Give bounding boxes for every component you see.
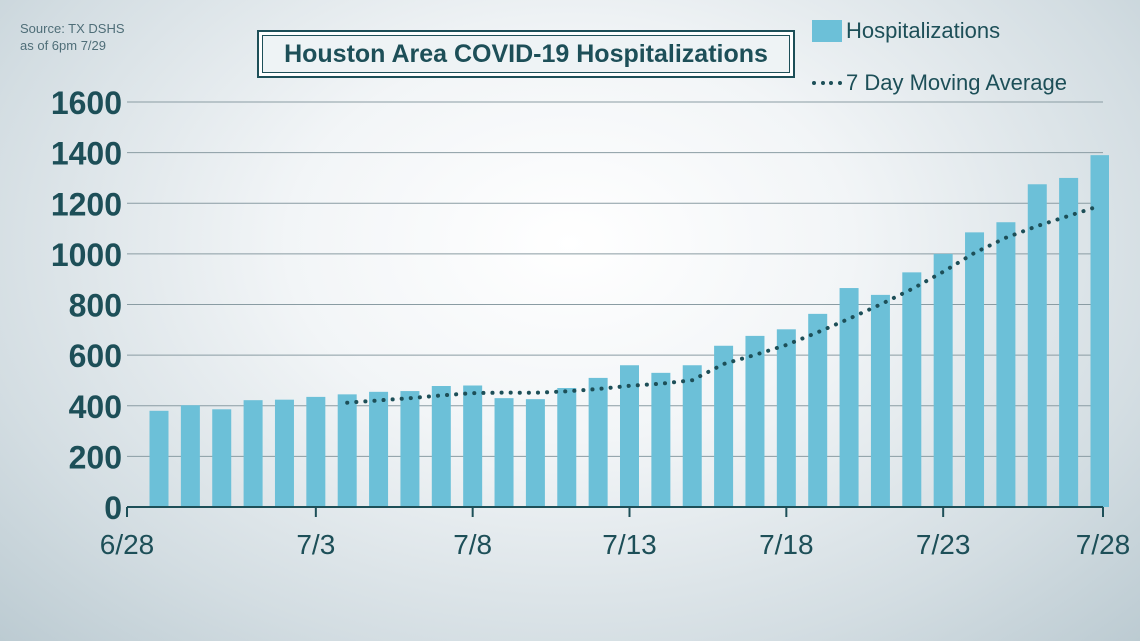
- legend-dotted-line-swatch: [812, 81, 842, 85]
- legend-item-hospitalizations: Hospitalizations: [812, 14, 1067, 48]
- bar: [400, 391, 420, 507]
- y-tick-label: 600: [69, 338, 122, 374]
- y-tick-label: 0: [104, 490, 122, 526]
- x-tick-label: 7/3: [296, 529, 335, 560]
- bar: [682, 365, 702, 507]
- bar: [180, 405, 200, 507]
- bar: [965, 232, 985, 507]
- bar: [1027, 184, 1047, 507]
- bar: [1059, 177, 1079, 507]
- x-tick-label: 7/23: [916, 529, 971, 560]
- x-tick-label: 7/18: [759, 529, 814, 560]
- bar: [369, 391, 389, 507]
- bar: [651, 372, 671, 507]
- bar: [996, 222, 1016, 507]
- bar: [337, 394, 357, 507]
- bar: [902, 272, 922, 507]
- bar: [212, 409, 232, 507]
- y-tick-label: 1600: [51, 85, 122, 121]
- y-tick-label: 200: [69, 439, 122, 475]
- legend-bar-swatch: [812, 20, 842, 42]
- y-tick-label: 1400: [51, 136, 122, 172]
- bar: [274, 399, 294, 507]
- moving-average-line: [345, 203, 1102, 405]
- bar: [1090, 155, 1109, 507]
- legend: Hospitalizations 7 Day Moving Average: [812, 14, 1067, 118]
- legend-item-moving-average: 7 Day Moving Average: [812, 66, 1067, 100]
- y-tick-label: 1000: [51, 237, 122, 273]
- source-note: Source: TX DSHS as of 6pm 7/29: [20, 20, 125, 54]
- bar: [588, 377, 608, 507]
- bar: [431, 386, 451, 507]
- bar: [839, 288, 859, 507]
- bar: [933, 253, 953, 507]
- bar: [714, 345, 734, 507]
- y-tick-label: 400: [69, 389, 122, 425]
- bar: [494, 398, 514, 507]
- bar: [149, 410, 169, 507]
- bar: [808, 313, 828, 507]
- bar: [243, 400, 263, 507]
- bar: [870, 294, 890, 507]
- x-tick-label: 7/13: [602, 529, 657, 560]
- x-tick-label: 7/28: [1076, 529, 1131, 560]
- bar: [306, 396, 326, 507]
- bar: [776, 329, 796, 507]
- source-date-line: as of 6pm 7/29: [20, 38, 106, 53]
- chart-title: Houston Area COVID-19 Hospitalizations: [257, 30, 795, 78]
- legend-label-moving-average: 7 Day Moving Average: [846, 70, 1067, 95]
- x-tick-label: 6/28: [100, 529, 155, 560]
- legend-label-hospitalizations: Hospitalizations: [846, 18, 1001, 43]
- bar: [620, 365, 639, 507]
- y-tick-label: 800: [69, 288, 122, 324]
- bar: [525, 399, 545, 507]
- y-tick-label: 1200: [51, 186, 122, 222]
- source-line: Source: TX DSHS: [20, 21, 125, 36]
- bar: [463, 385, 483, 507]
- x-tick-label: 7/8: [453, 529, 492, 560]
- bar: [745, 335, 765, 507]
- bar: [557, 388, 577, 507]
